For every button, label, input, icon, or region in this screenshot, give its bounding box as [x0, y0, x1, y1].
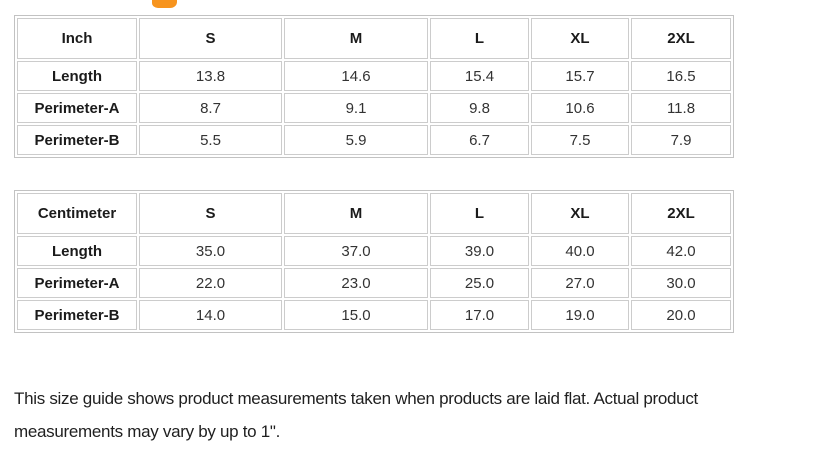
- clipped-orange-heading-fragment: [152, 0, 177, 8]
- size-header-cell: XL: [531, 193, 629, 234]
- measurement-label-cell: Perimeter-A: [17, 268, 137, 298]
- measurement-label-cell: Length: [17, 236, 137, 266]
- measurement-value-cell: 7.9: [631, 125, 731, 155]
- measurement-value-cell: 17.0: [430, 300, 529, 330]
- measurement-value-cell: 19.0: [531, 300, 629, 330]
- size-note: This size guide shows product measuremen…: [14, 389, 698, 441]
- measurement-value-cell: 10.6: [531, 93, 629, 123]
- measurement-label-cell: Perimeter-B: [17, 300, 137, 330]
- measurement-value-cell: 6.7: [430, 125, 529, 155]
- measurement-value-cell: 13.8: [139, 61, 282, 91]
- measurement-value-cell: 7.5: [531, 125, 629, 155]
- measurement-row: Perimeter-A 22.0 23.0 25.0 27.0 30.0: [17, 268, 731, 298]
- unit-header-cell: Inch: [17, 18, 137, 59]
- measurement-value-cell: 5.9: [284, 125, 428, 155]
- measurement-label-cell: Perimeter-B: [17, 125, 137, 155]
- measurement-value-cell: 15.4: [430, 61, 529, 91]
- measurement-value-cell: 14.0: [139, 300, 282, 330]
- unit-header-cell: Centimeter: [17, 193, 137, 234]
- size-header-cell: 2XL: [631, 18, 731, 59]
- measurement-value-cell: 39.0: [430, 236, 529, 266]
- measurement-value-cell: 9.8: [430, 93, 529, 123]
- size-header-cell: S: [139, 193, 282, 234]
- measurement-row: Perimeter-B 14.0 15.0 17.0 19.0 20.0: [17, 300, 731, 330]
- measurement-value-cell: 25.0: [430, 268, 529, 298]
- measurement-value-cell: 5.5: [139, 125, 282, 155]
- measurement-value-cell: 42.0: [631, 236, 731, 266]
- measurement-value-cell: 11.8: [631, 93, 731, 123]
- measurement-row: Length 13.8 14.6 15.4 15.7 16.5: [17, 61, 731, 91]
- measurement-value-cell: 22.0: [139, 268, 282, 298]
- size-table-header-row: Centimeter S M L XL 2XL: [17, 193, 731, 234]
- measurement-value-cell: 40.0: [531, 236, 629, 266]
- measurement-row: Perimeter-A 8.7 9.1 9.8 10.6 11.8: [17, 93, 731, 123]
- measurement-row: Perimeter-B 5.5 5.9 6.7 7.5 7.9: [17, 125, 731, 155]
- size-header-cell: S: [139, 18, 282, 59]
- measurement-value-cell: 37.0: [284, 236, 428, 266]
- measurement-value-cell: 14.6: [284, 61, 428, 91]
- measurement-value-cell: 27.0: [531, 268, 629, 298]
- size-table-centimeter: Centimeter S M L XL 2XL Length 35.0 37.0 39.0 40.0…: [14, 190, 734, 333]
- measurement-value-cell: 30.0: [631, 268, 731, 298]
- measurement-value-cell: 9.1: [284, 93, 428, 123]
- measurement-label-cell: Length: [17, 61, 137, 91]
- size-header-cell: M: [284, 193, 428, 234]
- measurement-label-cell: Perimeter-A: [17, 93, 137, 123]
- size-header-cell: XL: [531, 18, 629, 59]
- measurement-value-cell: 16.5: [631, 61, 731, 91]
- size-header-cell: L: [430, 193, 529, 234]
- size-header-cell: M: [284, 18, 428, 59]
- measurement-row: Length 35.0 37.0 39.0 40.0 42.0: [17, 236, 731, 266]
- measurement-value-cell: 23.0: [284, 268, 428, 298]
- measurement-value-cell: 35.0: [139, 236, 282, 266]
- measurement-value-cell: 15.0: [284, 300, 428, 330]
- size-table-header-row: Inch S M L XL 2XL: [17, 18, 731, 59]
- measurement-value-cell: 15.7: [531, 61, 629, 91]
- size-header-cell: L: [430, 18, 529, 59]
- size-header-cell: 2XL: [631, 193, 731, 234]
- size-table-inch: Inch S M L XL 2XL Length 13.8 14.6 15.4 15.7 16.5 Pe…: [14, 15, 734, 158]
- measurement-value-cell: 20.0: [631, 300, 731, 330]
- measurement-value-cell: 8.7: [139, 93, 282, 123]
